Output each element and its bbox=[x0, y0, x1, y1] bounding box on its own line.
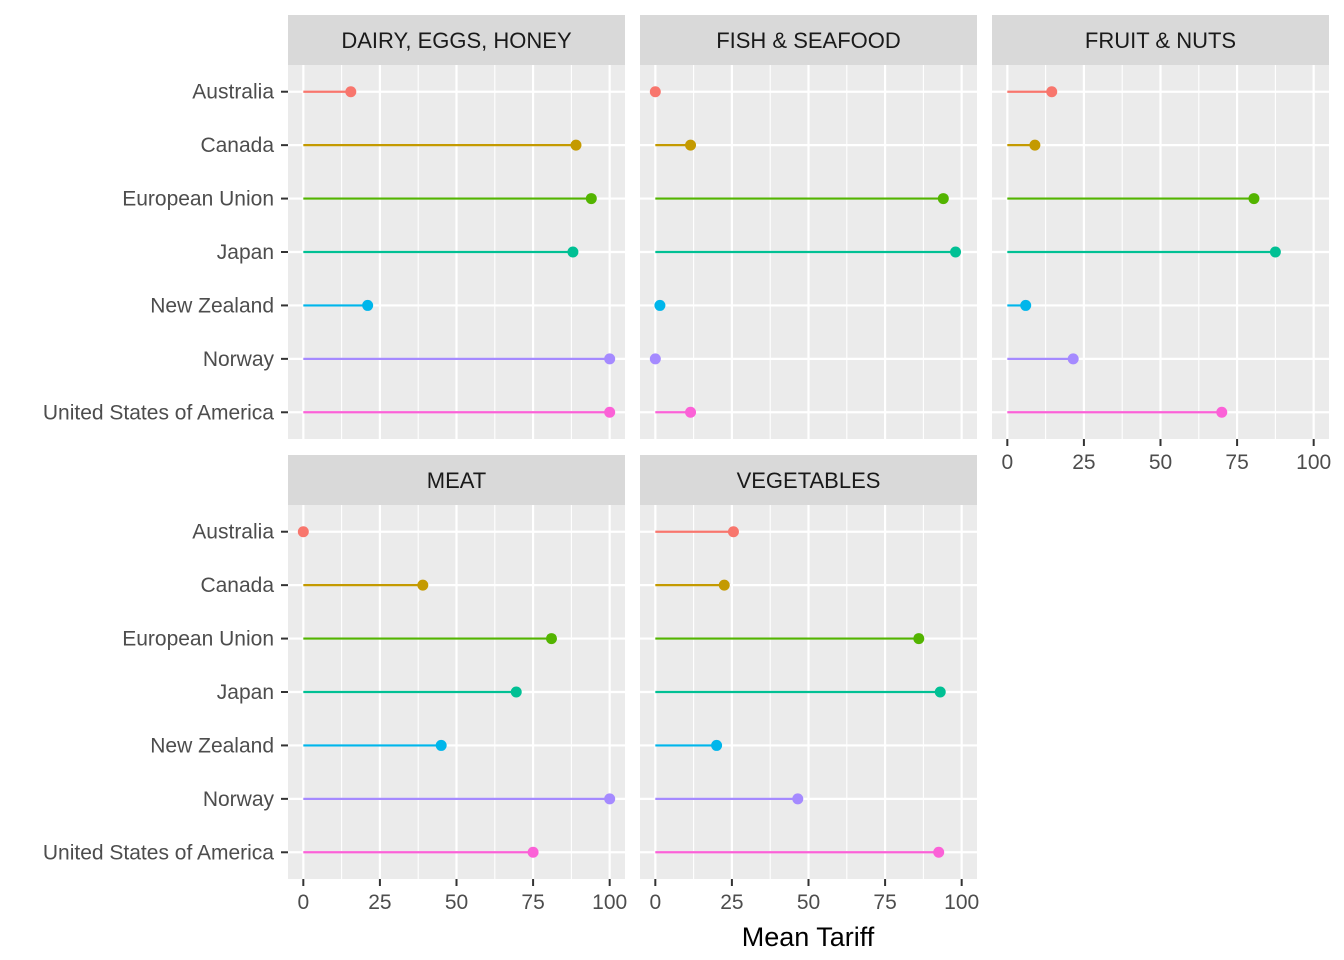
strip-label-fruit-nuts: FRUIT & NUTS bbox=[1085, 28, 1236, 53]
point-fish-seafood-canada bbox=[685, 139, 697, 151]
y-tick-label-norway: Norway bbox=[203, 788, 275, 811]
point-fruit-nuts-australia bbox=[1046, 86, 1058, 98]
x-tick-label-25: 25 bbox=[720, 891, 743, 914]
point-fish-seafood-australia bbox=[649, 86, 661, 98]
point-dairy-eggs-honey-new-zealand bbox=[362, 299, 374, 311]
point-meat-canada bbox=[417, 579, 429, 591]
point-fruit-nuts-canada bbox=[1029, 139, 1041, 151]
x-tick-label-75: 75 bbox=[1225, 451, 1248, 474]
x-tick-label-100: 100 bbox=[1296, 451, 1331, 474]
x-axis-title: Mean Tariff bbox=[742, 922, 875, 952]
point-dairy-eggs-honey-japan bbox=[567, 246, 579, 258]
point-dairy-eggs-honey-united-states-of-america bbox=[604, 406, 616, 418]
y-tick-label-new-zealand: New Zealand bbox=[150, 734, 274, 757]
point-meat-united-states-of-america bbox=[527, 846, 539, 858]
strip-label-dairy-eggs-honey: DAIRY, EGGS, HONEY bbox=[341, 28, 572, 53]
y-tick-label-new-zealand: New Zealand bbox=[150, 294, 274, 317]
strip-vegetables bbox=[640, 455, 977, 505]
point-fish-seafood-japan bbox=[950, 246, 962, 258]
point-fruit-nuts-united-states-of-america bbox=[1216, 406, 1228, 418]
x-tick-label-50: 50 bbox=[797, 891, 820, 914]
point-fish-seafood-european-union bbox=[937, 193, 949, 205]
strip-label-vegetables: VEGETABLES bbox=[737, 468, 881, 493]
x-tick-label-50: 50 bbox=[445, 891, 468, 914]
point-vegetables-european-union bbox=[913, 633, 925, 645]
y-tick-label-norway: Norway bbox=[203, 348, 275, 371]
y-tick-label-united-states-of-america: United States of America bbox=[43, 841, 274, 864]
point-dairy-eggs-honey-australia bbox=[345, 86, 357, 98]
point-meat-norway bbox=[604, 793, 616, 805]
point-dairy-eggs-honey-canada bbox=[570, 139, 582, 151]
point-vegetables-canada bbox=[718, 579, 730, 591]
panel-meat: MEAT Australia Canada European Union Japan Ne… bbox=[43, 455, 627, 914]
panel-fish-seafood: FISH & SEAFOOD bbox=[640, 15, 977, 439]
strip-fruit-nuts bbox=[992, 15, 1329, 65]
point-meat-australia bbox=[297, 526, 309, 538]
y-tick-label-australia: Australia bbox=[192, 521, 274, 544]
y-tick-label-japan: Japan bbox=[217, 681, 274, 704]
point-fruit-nuts-new-zealand bbox=[1020, 299, 1032, 311]
point-vegetables-norway bbox=[792, 793, 804, 805]
point-fruit-nuts-japan bbox=[1269, 246, 1281, 258]
x-tick-label-25: 25 bbox=[1072, 451, 1095, 474]
x-tick-label-75: 75 bbox=[873, 891, 896, 914]
y-tick-label-australia: Australia bbox=[192, 81, 274, 104]
x-tick-label-25: 25 bbox=[368, 891, 391, 914]
y-tick-label-united-states-of-america: United States of America bbox=[43, 401, 274, 424]
point-fish-seafood-norway bbox=[649, 353, 661, 365]
point-dairy-eggs-honey-european-union bbox=[585, 193, 597, 205]
strip-meat bbox=[288, 455, 625, 505]
point-dairy-eggs-honey-norway bbox=[604, 353, 616, 365]
x-tick-label-0: 0 bbox=[649, 891, 661, 914]
panel-dairy-eggs-honey: DAIRY, EGGS, HONEY Australia Canada Europea… bbox=[43, 15, 625, 439]
panel-fruit-nuts: FRUIT & NUTS 0 25 50 75 100 bbox=[992, 15, 1331, 474]
point-vegetables-australia bbox=[727, 526, 739, 538]
x-tick-label-50: 50 bbox=[1149, 451, 1172, 474]
y-tick-label-canada: Canada bbox=[200, 134, 274, 157]
strip-label-meat: MEAT bbox=[427, 468, 486, 493]
point-meat-new-zealand bbox=[435, 739, 447, 751]
y-tick-label-european-union: European Union bbox=[122, 628, 274, 651]
x-tick-label-100: 100 bbox=[944, 891, 979, 914]
x-tick-label-0: 0 bbox=[1001, 451, 1013, 474]
strip-dairy-eggs-honey bbox=[288, 15, 625, 65]
point-vegetables-japan bbox=[934, 686, 946, 698]
y-tick-label-canada: Canada bbox=[200, 574, 274, 597]
point-vegetables-united-states-of-america bbox=[933, 846, 945, 858]
point-fish-seafood-united-states-of-america bbox=[685, 406, 697, 418]
strip-fish-seafood bbox=[640, 15, 977, 65]
point-fruit-nuts-european-union bbox=[1248, 193, 1260, 205]
x-tick-label-100: 100 bbox=[592, 891, 627, 914]
y-tick-label-japan: Japan bbox=[217, 241, 274, 264]
point-meat-japan bbox=[510, 686, 522, 698]
point-meat-european-union bbox=[545, 633, 557, 645]
y-tick-label-european-union: European Union bbox=[122, 188, 274, 211]
panel-vegetables: VEGETABLES 0 25 50 75 100 bbox=[640, 455, 979, 914]
point-vegetables-new-zealand bbox=[711, 739, 723, 751]
strip-label-fish-seafood: FISH & SEAFOOD bbox=[716, 28, 901, 53]
x-tick-label-0: 0 bbox=[297, 891, 309, 914]
point-fish-seafood-new-zealand bbox=[654, 299, 666, 311]
x-tick-label-75: 75 bbox=[521, 891, 544, 914]
point-fruit-nuts-norway bbox=[1067, 353, 1079, 365]
